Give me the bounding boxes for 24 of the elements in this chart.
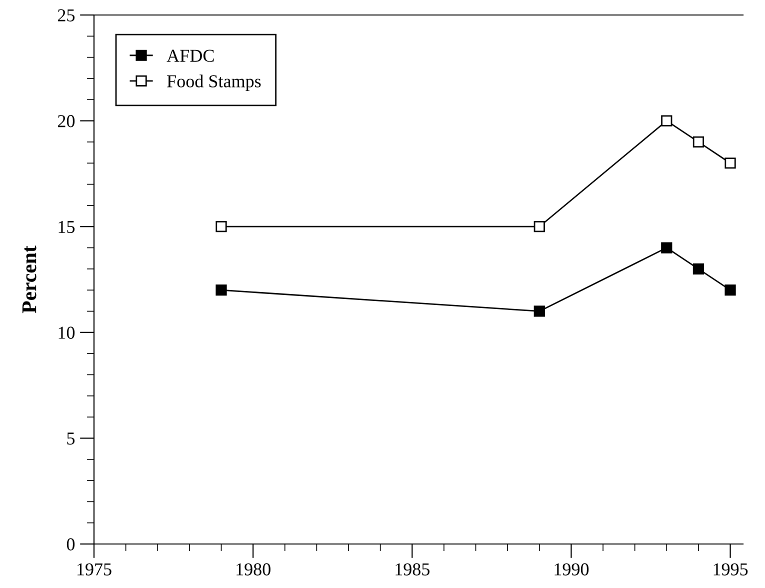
point: [692, 136, 704, 148]
point: [216, 221, 227, 232]
y-tick-label: 5: [67, 432, 75, 445]
point: [534, 306, 545, 317]
legend-label: Food Stamps: [167, 74, 261, 92]
point: [661, 115, 672, 126]
point: [692, 263, 704, 274]
point: [661, 242, 672, 254]
y-tick-label: 10: [58, 326, 75, 339]
point: [724, 284, 736, 296]
x-tick-label: 1980: [236, 563, 270, 576]
point: [724, 158, 736, 169]
point: [216, 284, 227, 296]
x-tick-label: 1990: [554, 563, 589, 576]
x-tick-label: 1985: [396, 563, 430, 576]
y-axis-title: Percent: [22, 246, 36, 314]
y-tick-label: 25: [58, 9, 75, 22]
x-tick-label: 1995: [714, 563, 748, 576]
point: [534, 221, 545, 232]
y-tick-label: 0: [66, 538, 75, 550]
x-tick-label: 1975: [78, 563, 112, 576]
y-tick-label: 15: [58, 220, 75, 234]
legend-label: AFDC: [166, 50, 214, 62]
y-tick-label: 20: [58, 115, 75, 128]
